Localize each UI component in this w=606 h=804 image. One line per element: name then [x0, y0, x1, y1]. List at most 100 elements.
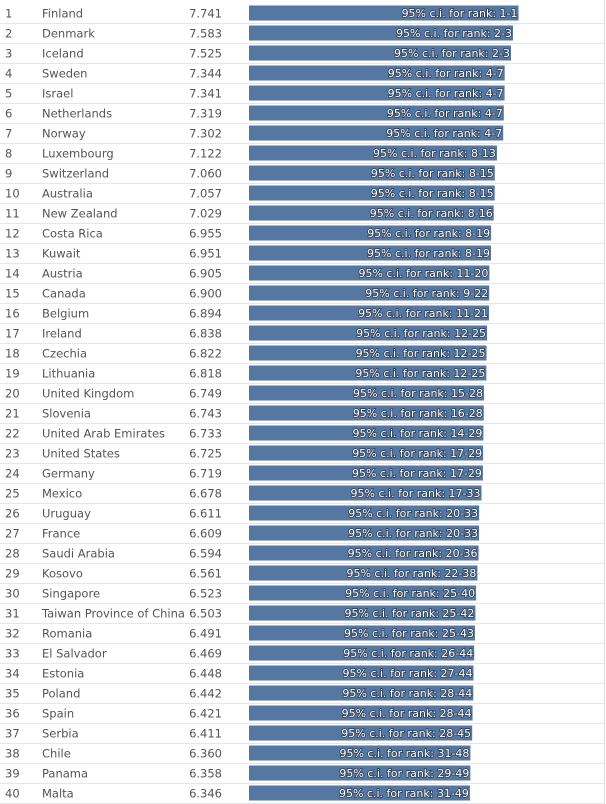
- ci-label: 95% c.i. for rank: 17-29: [352, 447, 482, 460]
- bar: [249, 625, 475, 641]
- score: 7.060: [189, 167, 222, 181]
- country: New Zealand: [42, 207, 118, 221]
- score: 6.951: [189, 247, 222, 261]
- country: Slovenia: [42, 407, 91, 421]
- ci-label: 95% c.i. for rank: 12-25: [356, 347, 486, 360]
- bar: [249, 65, 505, 81]
- ci-label: 95% c.i. for rank: 16-28: [353, 407, 483, 420]
- rank: 25: [5, 487, 20, 501]
- bar: [249, 445, 484, 461]
- country: Serbia: [42, 727, 79, 741]
- country: United Kingdom: [42, 387, 134, 401]
- country: Czechia: [42, 347, 87, 361]
- country: Australia: [42, 187, 93, 201]
- rank: 31: [5, 607, 20, 621]
- ci-label: 95% c.i. for rank: 8-19: [367, 247, 490, 260]
- score: 6.411: [189, 727, 222, 741]
- ci-label: 95% c.i. for rank: 2-3: [396, 27, 512, 40]
- ci-label: 95% c.i. for rank: 8-15: [371, 187, 494, 200]
- bar: [249, 25, 514, 41]
- rank: 17: [5, 327, 20, 341]
- rank: 32: [5, 627, 20, 641]
- score: 6.678: [189, 487, 222, 501]
- score: 6.421: [189, 707, 222, 721]
- bar: [249, 765, 471, 781]
- bar: [249, 405, 484, 421]
- country: Norway: [42, 127, 86, 141]
- bar: [249, 665, 474, 681]
- ci-label: 95% c.i. for rank: 15-28: [353, 387, 483, 400]
- rank: 11: [5, 207, 20, 221]
- country: Kuwait: [42, 247, 81, 261]
- bar: [249, 785, 470, 801]
- country: Netherlands: [42, 107, 112, 121]
- bar: [249, 205, 494, 221]
- bar: [249, 485, 482, 501]
- score: 7.122: [189, 147, 222, 161]
- rank: 23: [5, 447, 20, 461]
- ci-label: 95% c.i. for rank: 26-44: [343, 647, 473, 660]
- rank: 7: [5, 127, 12, 141]
- bar: [249, 125, 504, 141]
- ci-label: 95% c.i. for rank: 8-15: [371, 167, 494, 180]
- ci-label: 95% c.i. for rank: 25-42: [344, 607, 474, 620]
- rank: 26: [5, 507, 20, 521]
- country: Kosovo: [42, 567, 83, 581]
- country: Costa Rica: [42, 227, 103, 241]
- score: 7.341: [189, 87, 222, 101]
- bar: [249, 5, 519, 21]
- rank: 12: [5, 227, 20, 241]
- rank: 13: [5, 247, 20, 261]
- country: Canada: [42, 287, 86, 301]
- rank: 36: [5, 707, 20, 721]
- rank: 34: [5, 667, 20, 681]
- rank: 38: [5, 747, 20, 761]
- ci-label: 95% c.i. for rank: 14-29: [352, 427, 482, 440]
- country: Chile: [42, 747, 71, 761]
- rank: 8: [5, 147, 12, 161]
- rank: 40: [5, 787, 20, 801]
- ci-label: 95% c.i. for rank: 31-48: [339, 747, 469, 760]
- country: El Salvador: [42, 647, 107, 661]
- bar: [249, 345, 487, 361]
- bar: [249, 705, 473, 721]
- score: 6.561: [189, 567, 222, 581]
- country: Belgium: [42, 307, 89, 321]
- rank: 15: [5, 287, 20, 301]
- bar: [249, 465, 483, 481]
- rank: 37: [5, 727, 20, 741]
- score: 6.360: [189, 747, 222, 761]
- country: Taiwan Province of China: [41, 607, 185, 621]
- score: 6.611: [189, 507, 222, 521]
- country: Germany: [42, 467, 95, 481]
- country: Denmark: [42, 27, 95, 41]
- bar: [249, 645, 475, 661]
- ci-label: 95% c.i. for rank: 2-3: [394, 47, 510, 60]
- country: Austria: [42, 267, 83, 281]
- score: 6.894: [189, 307, 222, 321]
- bar: [249, 45, 511, 61]
- score: 6.346: [189, 787, 222, 801]
- ci-label: 95% c.i. for rank: 29-49: [339, 767, 469, 780]
- country: Mexico: [42, 487, 82, 501]
- score: 6.725: [189, 447, 222, 461]
- bar: [249, 185, 495, 201]
- score: 6.955: [189, 227, 222, 241]
- ci-label: 95% c.i. for rank: 27-44: [343, 667, 473, 680]
- score: 6.469: [189, 647, 222, 661]
- rank: 22: [5, 427, 20, 441]
- rank: 24: [5, 467, 20, 481]
- country: Spain: [42, 707, 74, 721]
- country: Romania: [42, 627, 92, 641]
- score: 6.594: [189, 547, 222, 561]
- score: 6.743: [189, 407, 222, 421]
- bar: [249, 385, 484, 401]
- country: Israel: [42, 87, 73, 101]
- rank: 30: [5, 587, 20, 601]
- score: 6.822: [189, 347, 222, 361]
- rank: 2: [5, 27, 12, 41]
- score: 7.029: [189, 207, 222, 221]
- rank: 35: [5, 687, 20, 701]
- ci-label: 95% c.i. for rank: 8-13: [373, 147, 496, 160]
- ci-label: 95% c.i. for rank: 12-25: [356, 327, 486, 340]
